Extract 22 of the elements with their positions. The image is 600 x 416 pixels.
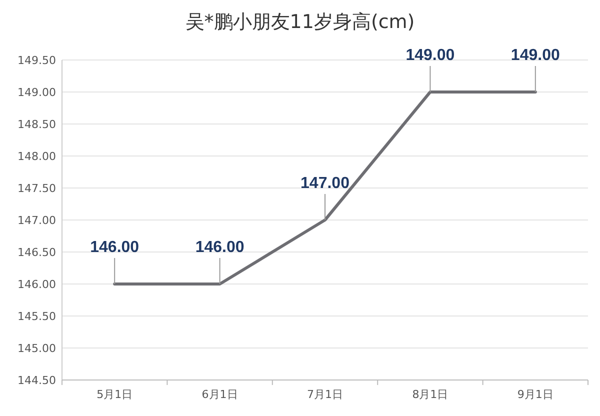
chart-title: 吴*鹏小朋友11岁身高(cm) bbox=[185, 11, 415, 33]
x-tick-label: 9月1日 bbox=[517, 388, 554, 401]
text: 149.00 bbox=[406, 47, 455, 64]
y-tick-label: 148.00 bbox=[18, 150, 56, 163]
y-tick-label: 144.50 bbox=[18, 374, 56, 387]
x-tick-label: 8月1日 bbox=[412, 388, 448, 401]
y-tick-label: 145.50 bbox=[18, 310, 56, 323]
y-tick-label: 149.00 bbox=[18, 86, 56, 99]
y-tick-label: 146.00 bbox=[18, 278, 56, 291]
x-tick-label: 7月1日 bbox=[307, 388, 343, 401]
y-tick-label: 148.50 bbox=[18, 118, 56, 131]
x-tick-label: 6月1日 bbox=[202, 388, 238, 401]
y-tick-label: 149.50 bbox=[18, 54, 56, 67]
y-tick-label: 145.00 bbox=[18, 342, 56, 355]
y-tick-label: 147.00 bbox=[18, 214, 56, 227]
x-tick-label: 5月1日 bbox=[96, 388, 133, 401]
text: 146.00 bbox=[90, 239, 140, 256]
text: 149.00 bbox=[510, 47, 560, 64]
text: 147.00 bbox=[300, 175, 350, 192]
text: 146.00 bbox=[195, 239, 244, 256]
y-tick-label: 147.50 bbox=[18, 182, 56, 195]
y-tick-label: 146.50 bbox=[18, 246, 56, 259]
